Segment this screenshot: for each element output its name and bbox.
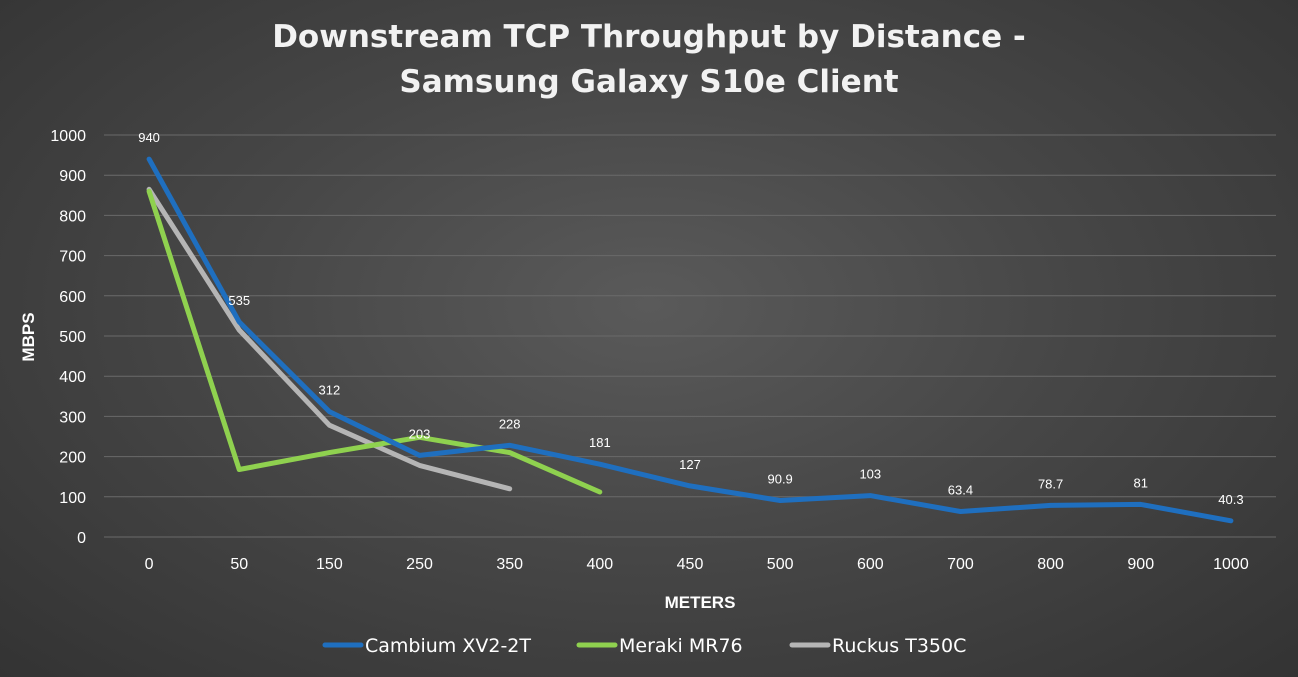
x-tick-label: 250 (406, 556, 433, 573)
y-tick-label: 100 (59, 490, 86, 507)
y-tick-label: 1000 (50, 128, 86, 145)
x-tick-label: 500 (767, 556, 794, 573)
data-label: 312 (319, 383, 341, 398)
y-tick-label: 200 (59, 450, 86, 467)
x-tick-label: 50 (230, 556, 248, 573)
data-label: 127 (679, 457, 701, 472)
y-tick-label: 900 (59, 168, 86, 185)
data-label: 40.3 (1218, 492, 1243, 507)
data-label: 940 (138, 130, 160, 145)
series-lines (146, 156, 1234, 524)
y-tick-label: 500 (59, 329, 86, 346)
x-tick-label: 450 (677, 556, 704, 573)
y-axis-ticks: 0 100 200 300 400 500 600 700 800 900 1000 (50, 128, 86, 547)
data-label: 535 (228, 293, 250, 308)
data-labels: 940 535 312 203 228 181 127 90.9 103 63.4 78.7 81 40… (138, 130, 1243, 507)
x-tick-label: 350 (496, 556, 523, 573)
x-tick-label: 1000 (1213, 556, 1249, 573)
data-label: 228 (499, 416, 521, 431)
chart-title: Downstream TCP Throughput by Distance - (272, 19, 1026, 55)
gridlines (104, 134, 1276, 538)
y-tick-label: 0 (77, 530, 86, 547)
y-axis-title: MBPS (19, 312, 38, 361)
data-label: 90.9 (767, 471, 792, 486)
x-tick-label: 800 (1037, 556, 1064, 573)
x-tick-label: 400 (586, 556, 613, 573)
y-tick-label: 800 (59, 208, 86, 225)
chart-subtitle: Samsung Galaxy S10e Client (399, 64, 898, 100)
x-axis-title: METERS (665, 593, 736, 612)
series-line (146, 186, 513, 492)
y-tick-label: 600 (59, 289, 86, 306)
x-axis-ticks: 0 50 150 250 350 400 450 500 600 700 800 900 1000 (145, 556, 1249, 573)
y-tick-label: 400 (59, 369, 86, 386)
data-label: 78.7 (1038, 476, 1063, 491)
legend-label: Ruckus T350C (832, 635, 966, 657)
y-tick-label: 300 (59, 409, 86, 426)
legend-label: Cambium XV2-2T (365, 635, 531, 657)
x-tick-label: 0 (145, 556, 154, 573)
data-label: 181 (589, 435, 611, 450)
x-tick-label: 600 (857, 556, 884, 573)
x-tick-label: 900 (1127, 556, 1154, 573)
x-tick-label: 150 (316, 556, 343, 573)
y-tick-label: 700 (59, 249, 86, 266)
legend-label: Meraki MR76 (619, 635, 743, 657)
data-label: 103 (859, 467, 881, 482)
series-line (146, 188, 603, 495)
series-line (146, 156, 1234, 524)
data-label: 203 (409, 426, 431, 441)
data-label: 81 (1134, 475, 1148, 490)
data-label: 63.4 (948, 483, 973, 498)
legend: Cambium XV2-2T Meraki MR76 Ruckus T350C (322, 635, 966, 657)
x-tick-label: 700 (947, 556, 974, 573)
